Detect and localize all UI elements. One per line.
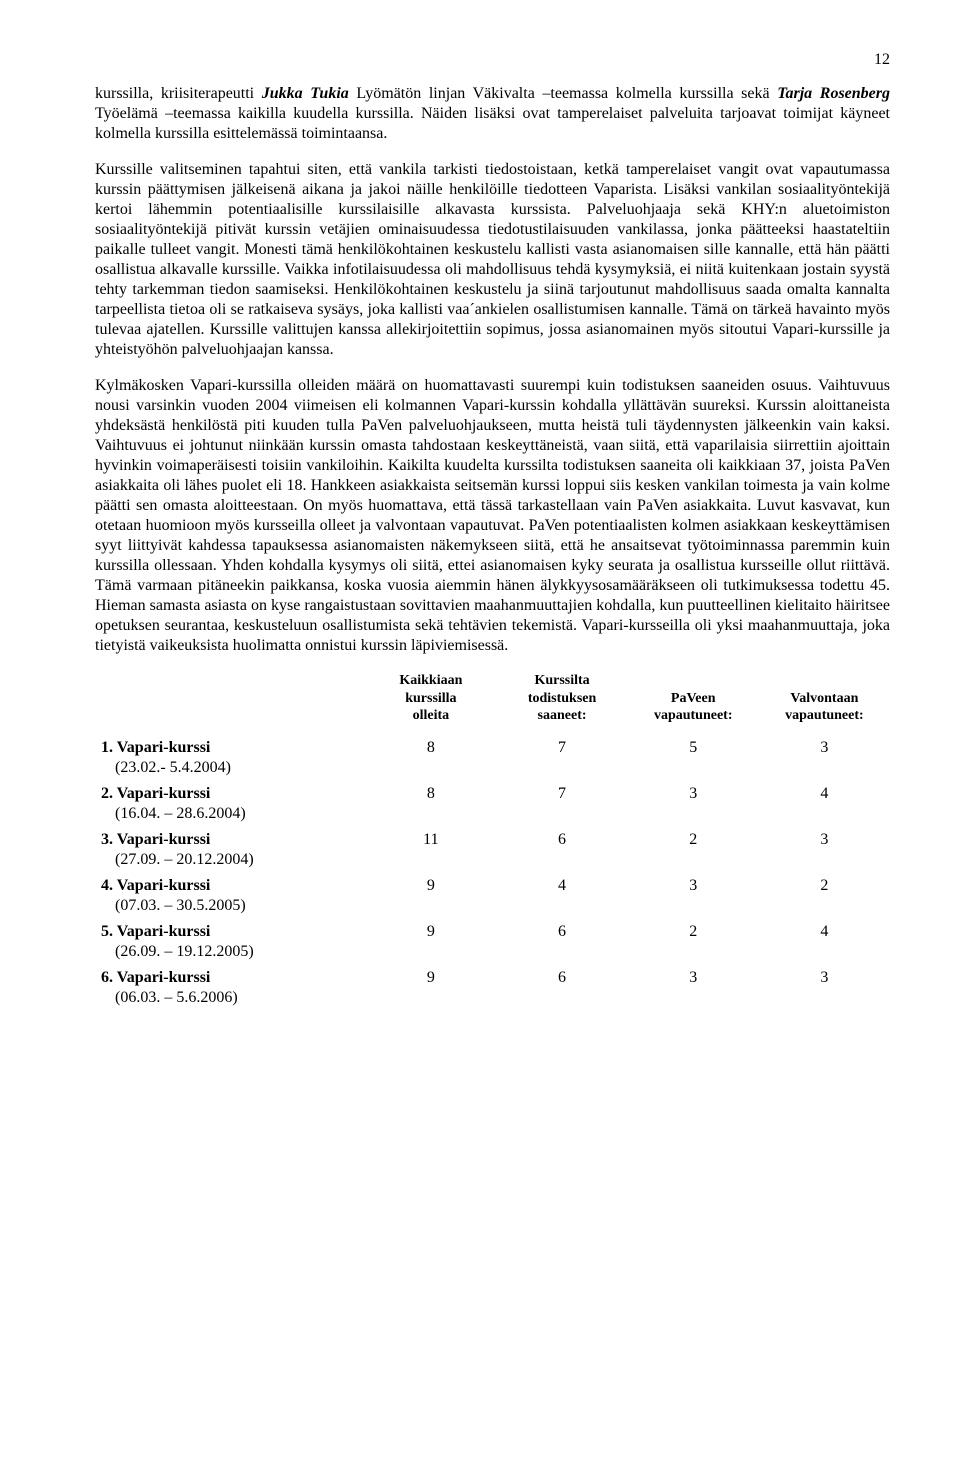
cell-value: 9 [365, 965, 496, 1011]
cell-value: 4 [759, 919, 890, 965]
row-label: 2. Vapari-kurssi (16.04. – 28.6.2004) [95, 781, 365, 827]
course-name: 1. Vapari-kurssi [101, 739, 210, 756]
p1-name2: Tarja Rosenberg [777, 85, 890, 102]
row-label: 3. Vapari-kurssi (27.09. – 20.12.2004) [95, 827, 365, 873]
cell-value: 2 [628, 827, 759, 873]
cell-value: 6 [496, 965, 627, 1011]
header-col3: PaVeen vapautuneet: [628, 672, 759, 735]
course-name: 2. Vapari-kurssi [101, 785, 210, 802]
course-dates: (07.03. – 30.5.2005) [101, 896, 359, 916]
course-name: 6. Vapari-kurssi [101, 969, 210, 986]
cell-value: 5 [628, 735, 759, 781]
h4l3: vapautuneet: [785, 708, 864, 723]
cell-value: 11 [365, 827, 496, 873]
table-row: 4. Vapari-kurssi (07.03. – 30.5.2005) 9432 [95, 873, 890, 919]
table-row: 3. Vapari-kurssi (27.09. – 20.12.2004) 116… [95, 827, 890, 873]
row-label: 6. Vapari-kurssi (06.03. – 5.6.2006) [95, 965, 365, 1011]
header-col4: Valvontaan vapautuneet: [759, 672, 890, 735]
course-dates: (06.03. – 5.6.2006) [101, 988, 359, 1008]
course-dates: (26.09. – 19.12.2005) [101, 942, 359, 962]
table-header-row: Kaikkiaan kurssilla olleita Kurssilta to… [95, 672, 890, 735]
h2l1: Kurssilta [534, 673, 589, 688]
cell-value: 3 [628, 781, 759, 827]
row-label: 5. Vapari-kurssi (26.09. – 19.12.2005) [95, 919, 365, 965]
cell-value: 4 [759, 781, 890, 827]
cell-value: 7 [496, 781, 627, 827]
h3l2: PaVeen [671, 691, 716, 706]
cell-value: 4 [496, 873, 627, 919]
course-table: Kaikkiaan kurssilla olleita Kurssilta to… [95, 672, 890, 1011]
course-name: 5. Vapari-kurssi [101, 923, 210, 940]
p1-seg1: kurssilla, kriisiterapeutti [95, 85, 262, 102]
p1-seg2: Lyömätön linjan Väkivalta –teemassa kolm… [349, 85, 777, 102]
h1l3: olleita [413, 708, 450, 723]
cell-value: 3 [759, 735, 890, 781]
table-row: 6. Vapari-kurssi(06.03. – 5.6.2006)9633 [95, 965, 890, 1011]
cell-value: 6 [496, 827, 627, 873]
cell-value: 3 [628, 965, 759, 1011]
cell-value: 8 [365, 781, 496, 827]
course-name: 3. Vapari-kurssi [101, 831, 210, 848]
row-label: 1. Vapari-kurssi (23.02.- 5.4.2004) [95, 735, 365, 781]
cell-value: 9 [365, 873, 496, 919]
paragraph-2: Kurssille valitseminen tapahtui siten, e… [95, 160, 890, 360]
cell-value: 3 [628, 873, 759, 919]
paragraph-3: Kylmäkosken Vapari-kurssilla olleiden mä… [95, 376, 890, 656]
cell-value: 3 [759, 965, 890, 1011]
cell-value: 2 [628, 919, 759, 965]
course-dates: (23.02.- 5.4.2004) [101, 758, 359, 778]
paragraph-1: kurssilla, kriisiterapeutti Jukka Tukia … [95, 84, 890, 144]
p1-seg3: Työelämä –teemassa kaikilla kuudella kur… [95, 105, 890, 142]
h1l1: Kaikkiaan [399, 673, 462, 688]
row-label: 4. Vapari-kurssi (07.03. – 30.5.2005) [95, 873, 365, 919]
cell-value: 8 [365, 735, 496, 781]
table-row: 2. Vapari-kurssi (16.04. – 28.6.2004) 8734 [95, 781, 890, 827]
course-dates: (27.09. – 20.12.2004) [101, 850, 359, 870]
cell-value: 7 [496, 735, 627, 781]
table-row: 5. Vapari-kurssi (26.09. – 19.12.2005) 962… [95, 919, 890, 965]
header-col1: Kaikkiaan kurssilla olleita [365, 672, 496, 735]
course-dates: (16.04. – 28.6.2004) [101, 804, 359, 824]
cell-value: 6 [496, 919, 627, 965]
h4l2: Valvontaan [790, 691, 858, 706]
h2l3: saaneet: [538, 708, 587, 723]
h1l2: kurssilla [405, 691, 456, 706]
course-name: 4. Vapari-kurssi [101, 877, 210, 894]
header-blank [95, 672, 365, 735]
table-row: 1. Vapari-kurssi (23.02.- 5.4.2004) 8753 [95, 735, 890, 781]
h2l2: todistuksen [528, 691, 596, 706]
h3l3: vapautuneet: [654, 708, 733, 723]
cell-value: 2 [759, 873, 890, 919]
header-col2: Kurssilta todistuksen saaneet: [496, 672, 627, 735]
p1-name1: Jukka Tukia [262, 85, 349, 102]
cell-value: 9 [365, 919, 496, 965]
page-number: 12 [95, 50, 890, 70]
cell-value: 3 [759, 827, 890, 873]
